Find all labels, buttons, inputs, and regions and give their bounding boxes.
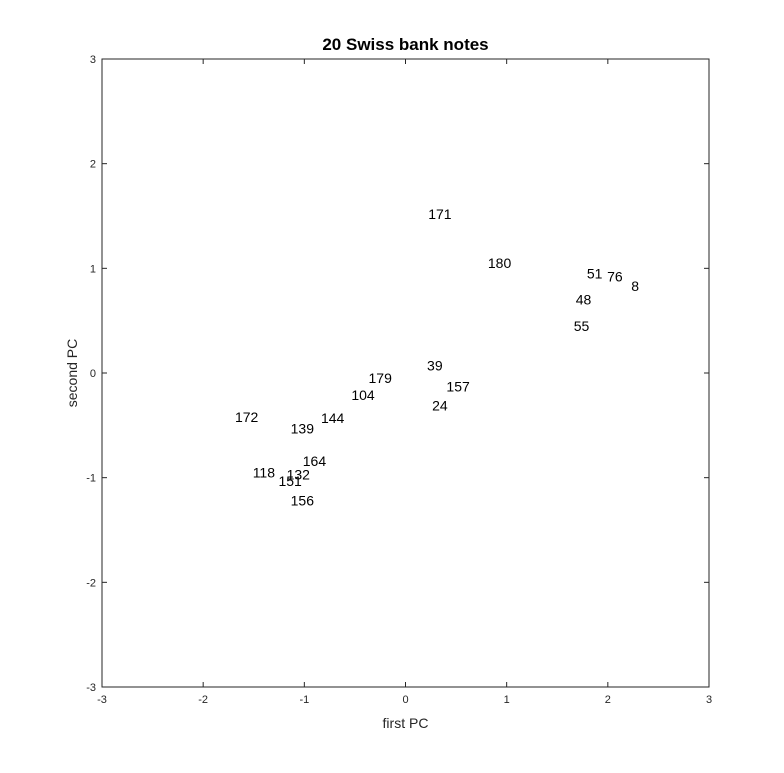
y-tick-label: -2 <box>86 577 96 589</box>
data-point-labels: 171 180 51 76 8 48 55 39 179 157 104 24 172 144 139 164… <box>235 206 639 509</box>
x-tick-label: 2 <box>605 694 611 706</box>
x-tick-label: 3 <box>706 694 712 706</box>
x-axis-label: first PC <box>383 715 429 731</box>
data-point-label: 51 <box>587 266 603 282</box>
data-point-label: 104 <box>351 387 375 403</box>
y-tick-label: 2 <box>90 159 96 171</box>
chart-title: 20 Swiss bank notes <box>322 35 488 54</box>
y-tick-label: -1 <box>86 473 96 485</box>
data-point-label: 157 <box>446 379 470 395</box>
x-tick-label: -2 <box>198 694 208 706</box>
plot-area <box>101 58 710 688</box>
data-point-label: 139 <box>291 420 315 436</box>
y-tick-label: 1 <box>90 263 96 275</box>
data-point-label: 144 <box>321 410 345 426</box>
data-point-label: 76 <box>607 269 623 285</box>
data-point-label: 24 <box>432 397 448 413</box>
x-tick-label: -3 <box>97 694 107 706</box>
y-tick-label: 3 <box>90 54 96 66</box>
data-point-label: 156 <box>291 493 315 509</box>
y-tick-label: -3 <box>86 682 96 694</box>
y-axis-ticks: -3 -2 -1 0 1 2 3 <box>86 54 709 694</box>
y-axis-label: second PC <box>64 339 80 407</box>
data-point-label: 180 <box>488 255 512 271</box>
data-point-label: 8 <box>631 278 639 294</box>
x-axis-ticks: -3 -2 -1 0 1 2 3 <box>97 59 712 706</box>
data-point-label: 48 <box>576 292 592 308</box>
y-tick-label: 0 <box>90 368 96 380</box>
data-point-label: 171 <box>428 206 452 222</box>
x-tick-label: 0 <box>402 694 408 706</box>
data-point-label: 151 <box>278 473 302 489</box>
data-point-label: 55 <box>574 318 590 334</box>
data-point-label: 172 <box>235 409 259 425</box>
data-point-label: 164 <box>303 453 327 469</box>
data-point-label: 118 <box>253 464 276 480</box>
data-point-label: 39 <box>427 358 443 374</box>
data-point-label: 179 <box>369 370 393 386</box>
data-point-label: 132 <box>287 467 311 483</box>
x-tick-label: -1 <box>299 694 309 706</box>
x-tick-label: 1 <box>504 694 510 706</box>
